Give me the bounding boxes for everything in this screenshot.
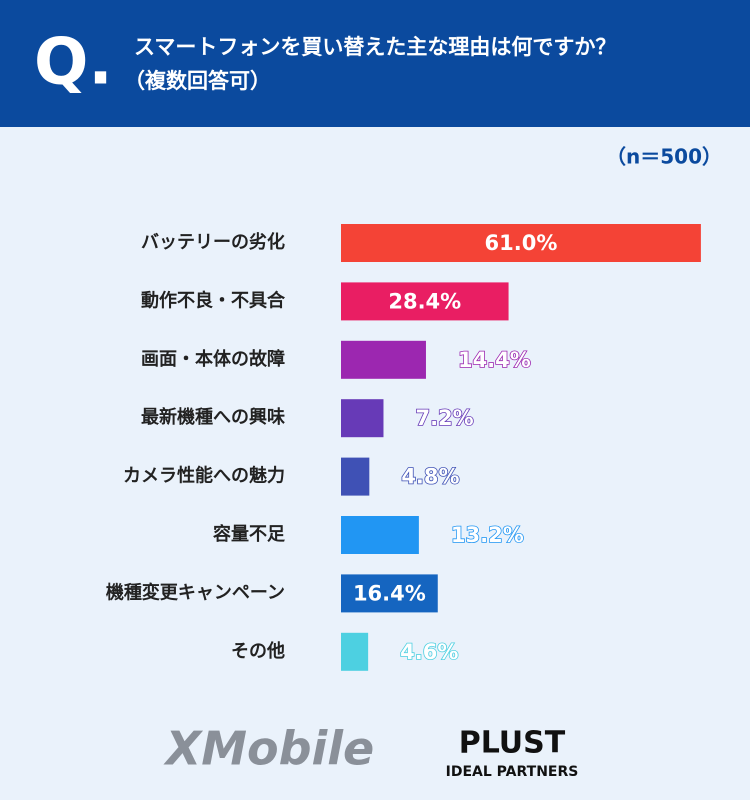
category-label: 動作不良・不具合 [141,289,286,311]
value-label: 61.0% [485,231,558,255]
bar [341,282,509,321]
category-label: その他 [231,640,285,662]
bar [341,224,701,262]
category-label: 画面・本体の故障 [141,348,285,370]
bar [341,457,370,496]
bar [341,574,438,613]
category-label: 最新機種への興味 [141,406,285,428]
subtitle: （複数回答可） [124,69,271,93]
logo-plust: PLUST [459,726,566,761]
value-label: 28.4% [388,289,461,313]
value-label: 7.2% [415,406,473,430]
bar [341,399,384,438]
badge: Q. [34,26,113,100]
category-label: 容量不足 [213,523,285,545]
category-label: バッテリーの劣化 [141,231,285,253]
bar [341,340,426,379]
value-label: 16.4% [353,581,426,605]
logo-xmobile: XMobile [163,722,375,776]
value-label: 4.8% [401,465,459,489]
logo-ideal-partners: IDEAL PARTNERS [446,764,579,780]
value-label: 14.4% [458,348,531,372]
chart-title: スマートフォンを買い替えた主な理由は何ですか？ [134,35,616,59]
value-label: 13.2% [451,523,524,547]
category-label: 機種変更キャンペーン [106,581,285,603]
value-label: 4.6% [400,640,458,664]
sample-size: （n＝500） [606,145,722,169]
bar [341,516,419,554]
bar [341,632,369,671]
category-label: カメラ性能への魅力 [123,465,285,487]
header [0,0,750,127]
